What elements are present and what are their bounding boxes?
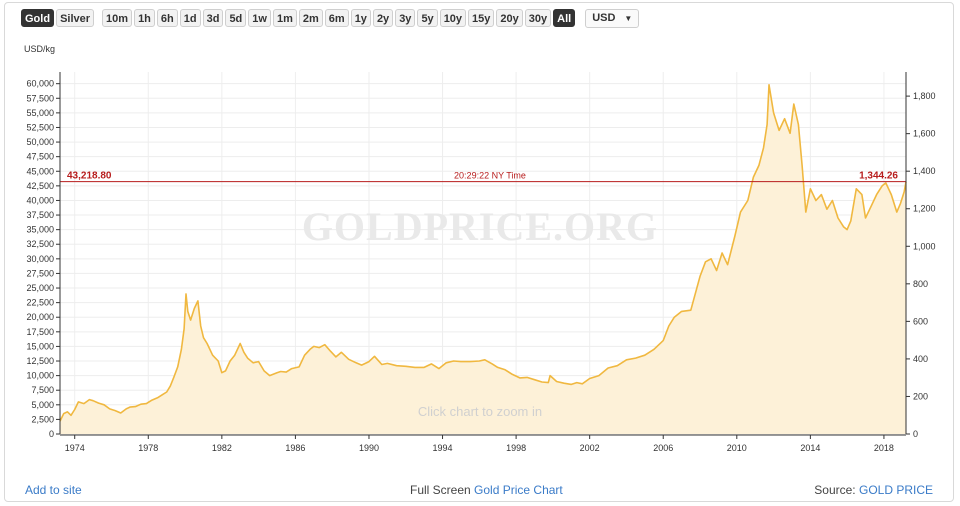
range-button-1y[interactable]: 1y bbox=[350, 9, 371, 27]
y-tick-label-left: 5,000 bbox=[31, 400, 54, 410]
x-tick-label: 2018 bbox=[874, 443, 894, 453]
add-to-site-link[interactable]: Add to site bbox=[25, 483, 82, 497]
currency-select[interactable]: USD ▼ bbox=[585, 8, 640, 28]
price-line bbox=[59, 84, 907, 422]
range-button-10m[interactable]: 10m bbox=[102, 9, 133, 27]
y-tick-label-left: 60,000 bbox=[26, 79, 54, 89]
x-tick-label: 1974 bbox=[65, 443, 85, 453]
current-time-label: 20:29:22 NY Time bbox=[454, 171, 526, 181]
x-tick-label: 2002 bbox=[580, 443, 600, 453]
range-button-20y[interactable]: 20y bbox=[496, 9, 523, 27]
y-tick-label-left: 15,000 bbox=[26, 341, 54, 351]
fullscreen-text: Full Screen Gold Price Chart bbox=[410, 483, 563, 497]
source-label: Source: bbox=[814, 483, 856, 497]
current-price-left-label: 43,218.80 bbox=[67, 171, 112, 182]
current-price-right-label: 1,344.26 bbox=[859, 171, 898, 182]
source-text: Source: GOLD PRICE bbox=[814, 483, 933, 497]
x-tick-label: 1994 bbox=[433, 443, 453, 453]
fullscreen-label: Full Screen bbox=[410, 483, 471, 497]
y-tick-label-right: 200 bbox=[913, 391, 928, 401]
y-tick-label-left: 20,000 bbox=[26, 312, 54, 322]
y-tick-label-left: 12,500 bbox=[26, 356, 54, 366]
range-button-1w[interactable]: 1w bbox=[248, 9, 271, 27]
range-button-all[interactable]: All bbox=[553, 9, 576, 27]
range-button-1d[interactable]: 1d bbox=[179, 9, 201, 27]
metal-button-silver[interactable]: Silver bbox=[56, 9, 95, 27]
y-tick-label-left: 45,000 bbox=[26, 166, 54, 176]
chevron-down-icon: ▼ bbox=[624, 13, 633, 23]
range-button-10y[interactable]: 10y bbox=[439, 9, 467, 27]
watermark: GOLDPRICE.ORG bbox=[302, 204, 658, 249]
range-button-5d[interactable]: 5d bbox=[225, 9, 247, 27]
x-tick-label: 1982 bbox=[212, 443, 232, 453]
y-axis-unit: USD/kg bbox=[24, 44, 55, 54]
y-tick-label-left: 57,500 bbox=[26, 93, 54, 103]
range-button-3d[interactable]: 3d bbox=[202, 9, 224, 27]
y-tick-label-right: 800 bbox=[913, 279, 928, 289]
y-tick-label-left: 2,500 bbox=[31, 414, 54, 424]
y-tick-label-left: 40,000 bbox=[26, 195, 54, 205]
range-button-6h[interactable]: 6h bbox=[156, 9, 178, 27]
toolbar: Gold Silver 10m 1h 6h 1d 3d 5d 1w 1m 2m 6m 1y 2y 3y 5y 1… bbox=[21, 8, 640, 28]
x-tick-label: 1990 bbox=[359, 443, 379, 453]
zoom-hint: Click chart to zoom in bbox=[418, 404, 542, 419]
y-tick-label-right: 1,000 bbox=[913, 241, 936, 251]
y-tick-label-right: 1,200 bbox=[913, 204, 936, 214]
y-tick-label-left: 35,000 bbox=[26, 225, 54, 235]
x-tick-label: 1978 bbox=[138, 443, 158, 453]
x-tick-label: 1998 bbox=[506, 443, 526, 453]
range-button-15y[interactable]: 15y bbox=[468, 9, 495, 27]
y-tick-label-left: 7,500 bbox=[31, 385, 54, 395]
y-tick-label-left: 17,500 bbox=[26, 327, 54, 337]
x-tick-label: 2010 bbox=[727, 443, 747, 453]
y-tick-label-right: 400 bbox=[913, 354, 928, 364]
y-tick-label-right: 600 bbox=[913, 316, 928, 326]
y-tick-label-left: 50,000 bbox=[26, 137, 54, 147]
y-tick-label-left: 32,500 bbox=[26, 239, 54, 249]
y-tick-label-left: 10,000 bbox=[26, 371, 54, 381]
y-tick-label-left: 42,500 bbox=[26, 181, 54, 191]
range-button-1m[interactable]: 1m bbox=[272, 9, 297, 27]
price-area bbox=[60, 84, 906, 435]
y-tick-label-left: 52,500 bbox=[26, 122, 54, 132]
range-button-6m[interactable]: 6m bbox=[324, 9, 349, 27]
currency-value: USD bbox=[592, 11, 616, 24]
gold-price-chart-link[interactable]: Gold Price Chart bbox=[474, 483, 563, 497]
y-tick-label-left: 27,500 bbox=[26, 268, 54, 278]
gold-price-source-link[interactable]: GOLD PRICE bbox=[858, 483, 933, 497]
y-tick-label-left: 30,000 bbox=[26, 254, 54, 264]
range-button-2y[interactable]: 2y bbox=[372, 9, 394, 27]
y-tick-label-left: 22,500 bbox=[26, 298, 54, 308]
range-button-5y[interactable]: 5y bbox=[417, 9, 438, 27]
y-tick-label-left: 0 bbox=[49, 429, 54, 439]
y-tick-label-left: 25,000 bbox=[26, 283, 54, 293]
x-tick-label: 2006 bbox=[653, 443, 673, 453]
metal-button-gold[interactable]: Gold bbox=[21, 9, 55, 27]
range-button-3y[interactable]: 3y bbox=[395, 9, 416, 27]
range-button-2m[interactable]: 2m bbox=[298, 9, 323, 27]
y-tick-label-right: 1,800 bbox=[913, 91, 936, 101]
y-tick-label-left: 55,000 bbox=[26, 108, 54, 118]
range-button-30y[interactable]: 30y bbox=[524, 9, 552, 27]
y-tick-label-left: 47,500 bbox=[26, 152, 54, 162]
y-tick-label-left: 37,500 bbox=[26, 210, 54, 220]
y-tick-label-right: 1,400 bbox=[913, 166, 936, 176]
x-tick-label: 1986 bbox=[285, 443, 305, 453]
y-tick-label-right: 1,600 bbox=[913, 129, 936, 139]
range-button-1h[interactable]: 1h bbox=[134, 9, 155, 27]
x-tick-label: 2014 bbox=[800, 443, 820, 453]
y-tick-label-right: 0 bbox=[913, 429, 918, 439]
